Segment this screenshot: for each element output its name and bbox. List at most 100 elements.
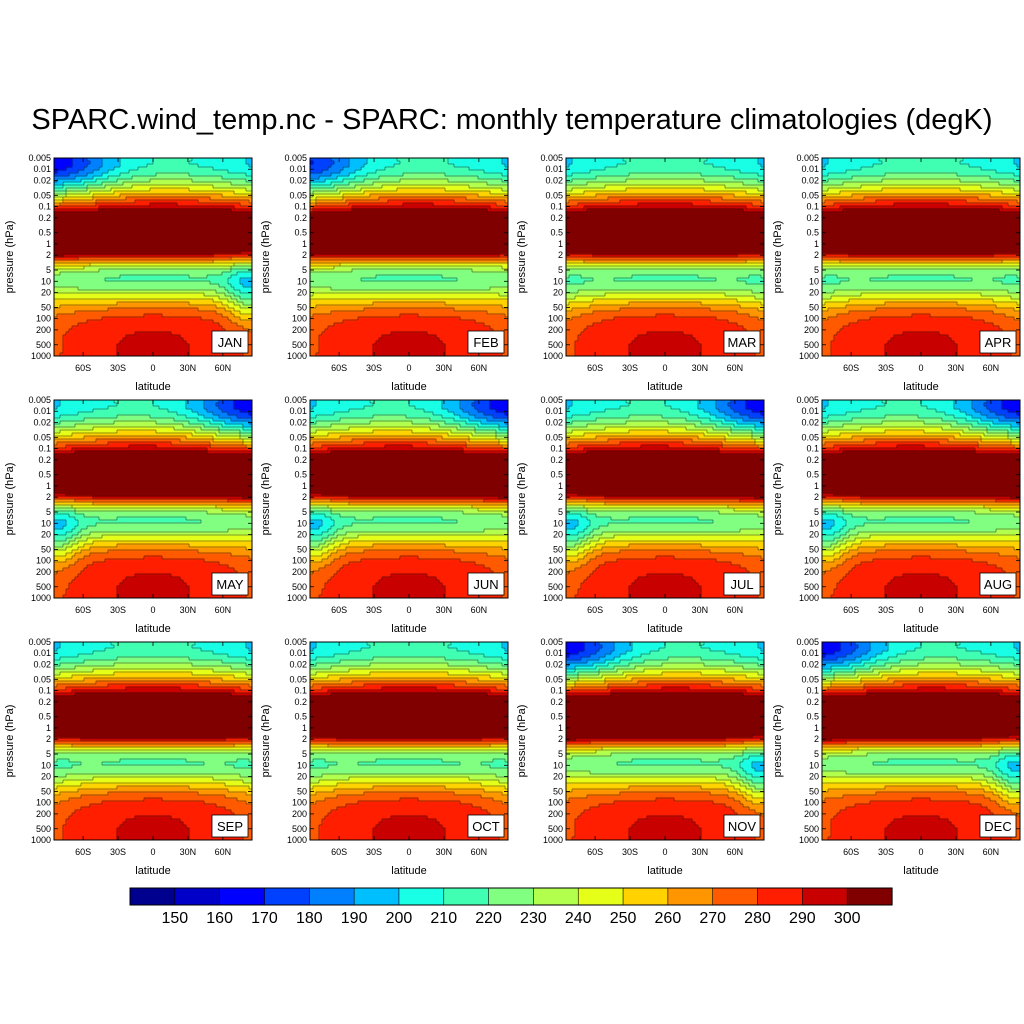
y-tick-label: 0.5 [294, 228, 307, 238]
y-axis-label: pressure (hPa) [772, 221, 784, 294]
y-tick-label: 0.2 [38, 455, 51, 465]
y-tick-label: 500 [292, 582, 307, 592]
y-tick-label: 100 [292, 314, 307, 324]
y-tick-label: 1000 [31, 593, 51, 603]
y-tick-label: 100 [292, 556, 307, 566]
y-tick-label: 0.01 [545, 164, 563, 174]
y-tick-label: 1000 [543, 593, 563, 603]
y-tick-label: 0.05 [545, 432, 563, 442]
y-tick-label: 0.05 [289, 674, 307, 684]
y-tick-label: 50 [553, 786, 563, 796]
y-tick-label: 0.01 [33, 648, 51, 658]
contour-lines-sep [54, 642, 252, 840]
y-tick-label: 2 [302, 250, 307, 260]
contour-lines-may [54, 400, 252, 598]
y-tick-label: 50 [297, 544, 307, 554]
y-tick-label: 0.005 [28, 395, 51, 405]
contour-lines-feb [310, 158, 508, 356]
contour-lines-dec [822, 642, 1020, 840]
y-tick-label: 5 [814, 507, 819, 517]
colorbar-label: 220 [475, 910, 502, 927]
y-tick-label: 1000 [287, 593, 307, 603]
y-tick-label: 5 [814, 749, 819, 759]
x-tick-label: 60N [983, 605, 1000, 615]
colorbar-swatch [533, 887, 579, 906]
y-tick-label: 200 [36, 809, 51, 819]
x-tick-label: 30N [180, 605, 197, 615]
y-tick-label: 0.01 [33, 164, 51, 174]
y-tick-label: 5 [302, 749, 307, 759]
y-tick-label: 0.01 [289, 164, 307, 174]
y-tick-label: 20 [297, 288, 307, 298]
y-tick-label: 10 [809, 276, 819, 286]
y-axis-label: pressure (hPa) [4, 705, 16, 778]
y-tick-label: 0.1 [38, 202, 51, 212]
y-tick-label: 200 [804, 567, 819, 577]
y-tick-label: 0.2 [806, 213, 819, 223]
y-tick-label: 10 [41, 276, 51, 286]
month-label-apr: APR [985, 335, 1012, 350]
y-tick-label: 0.2 [38, 213, 51, 223]
y-tick-label: 0.05 [289, 190, 307, 200]
month-label-box [211, 814, 249, 838]
y-tick-label: 50 [41, 786, 51, 796]
colorbar-swatch [622, 887, 669, 906]
contour-lines-apr [822, 158, 1020, 356]
y-tick-label: 5 [46, 507, 51, 517]
x-tick-label: 60S [331, 605, 347, 615]
y-axis-label: pressure (hPa) [260, 463, 272, 536]
y-tick-label: 5 [558, 265, 563, 275]
x-tick-label: 30S [366, 605, 382, 615]
y-tick-label: 2 [814, 734, 819, 744]
colorbar-label: 250 [610, 910, 637, 927]
colorbar-label: 270 [699, 910, 726, 927]
y-tick-label: 200 [292, 809, 307, 819]
y-tick-label: 500 [548, 824, 563, 834]
y-tick-label: 0.005 [284, 395, 307, 405]
y-tick-label: 50 [297, 302, 307, 312]
y-tick-label: 0.01 [545, 406, 563, 416]
y-tick-label: 1000 [31, 351, 51, 361]
y-tick-label: 100 [804, 798, 819, 808]
month-label-oct: OCT [472, 819, 500, 834]
colorbar-label: 210 [430, 910, 457, 927]
x-tick-label: 60S [843, 363, 859, 373]
y-tick-label: 0.02 [33, 417, 51, 427]
x-tick-label: 60N [983, 363, 1000, 373]
y-tick-label: 0.1 [550, 686, 563, 696]
x-tick-label: 0 [662, 605, 667, 615]
y-tick-label: 0.5 [550, 470, 563, 480]
y-tick-label: 100 [36, 314, 51, 324]
y-tick-label: 20 [809, 530, 819, 540]
y-tick-label: 5 [302, 507, 307, 517]
contour-lines-aug [822, 400, 1020, 598]
x-tick-label: 0 [918, 363, 923, 373]
y-tick-label: 100 [36, 798, 51, 808]
y-tick-label: 50 [41, 302, 51, 312]
month-label-jan: JAN [218, 335, 243, 350]
y-tick-label: 50 [41, 544, 51, 554]
y-tick-label: 0.5 [550, 228, 563, 238]
colorbar-label: 200 [386, 910, 413, 927]
contour-lines-mar [566, 158, 764, 356]
y-tick-label: 0.2 [38, 697, 51, 707]
y-axis-label: pressure (hPa) [516, 463, 528, 536]
y-tick-label: 0.01 [289, 406, 307, 416]
y-tick-label: 0.05 [801, 432, 819, 442]
y-tick-label: 500 [292, 824, 307, 834]
y-tick-label: 0.5 [38, 228, 51, 238]
y-tick-label: 0.1 [294, 444, 307, 454]
month-label-mar: MAR [728, 335, 757, 350]
colorbar-swatch [398, 887, 445, 906]
y-tick-label: 0.2 [550, 455, 563, 465]
y-tick-label: 2 [558, 734, 563, 744]
x-tick-label: 60S [843, 847, 859, 857]
panel-grid: 0.0050.010.020.050.10.20.512510205010020… [4, 153, 1021, 877]
x-tick-label: 60N [215, 847, 232, 857]
x-axis-label: latitude [391, 865, 426, 877]
colorbar-label: 190 [341, 910, 368, 927]
x-tick-label: 60S [331, 363, 347, 373]
x-axis-label: latitude [903, 381, 938, 393]
y-tick-label: 0.005 [28, 153, 51, 163]
